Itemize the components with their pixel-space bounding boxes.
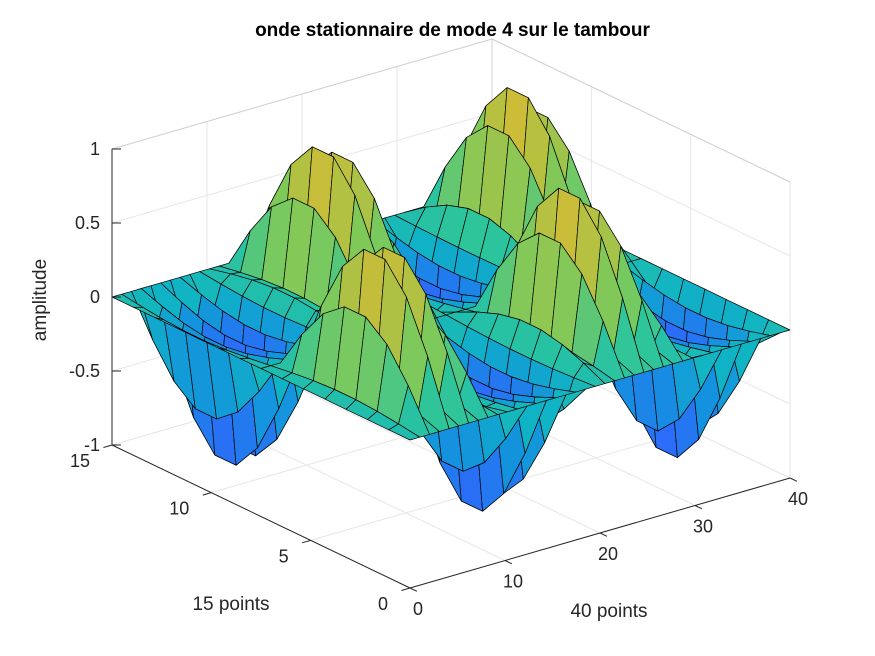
x-tick	[504, 560, 513, 565]
surface-mesh	[111, 87, 791, 512]
y-axis-label: 15 points	[192, 594, 269, 615]
x-tick-label: 40	[788, 489, 808, 509]
axis-labels: amplitude 15 points 40 points	[30, 259, 648, 622]
x-tick	[694, 505, 703, 510]
x-tick-label: 20	[598, 544, 618, 564]
box-edge	[491, 38, 791, 183]
z-axis-label: amplitude	[30, 259, 51, 341]
y-tick	[401, 587, 411, 591]
x-axis-label: 40 points	[570, 601, 647, 622]
x-tick	[789, 477, 798, 482]
y-tick-label: 0	[378, 594, 388, 614]
z-tick-label: -1	[84, 435, 100, 455]
y-axis-line	[111, 444, 411, 589]
y-tick-label: 15	[70, 451, 90, 471]
axes-box: 0 10 20 30 40 0 5 10 15-1 -0.5 0 0.5 1	[69, 139, 808, 619]
y-tick	[301, 539, 311, 544]
chart-title: onde stationnaire de mode 4 sur le tambo…	[255, 20, 650, 41]
surface-patch	[388, 423, 421, 441]
box-edge	[111, 38, 493, 150]
y-tick-label: 5	[279, 546, 289, 566]
x-tick	[409, 587, 418, 592]
x-tick-label: 10	[503, 572, 523, 592]
z-tick-label: 0.5	[75, 213, 100, 233]
x-tick-label: 0	[413, 599, 423, 619]
x-tick-label: 30	[693, 517, 713, 537]
z-tick-label: 0	[90, 287, 100, 307]
y-tick	[202, 492, 212, 496]
z-tick-label: 1	[90, 139, 100, 159]
y-tick-label: 10	[169, 499, 189, 519]
x-tick	[599, 532, 608, 537]
y-tick	[103, 444, 113, 448]
z-tick-label: -0.5	[69, 361, 100, 381]
